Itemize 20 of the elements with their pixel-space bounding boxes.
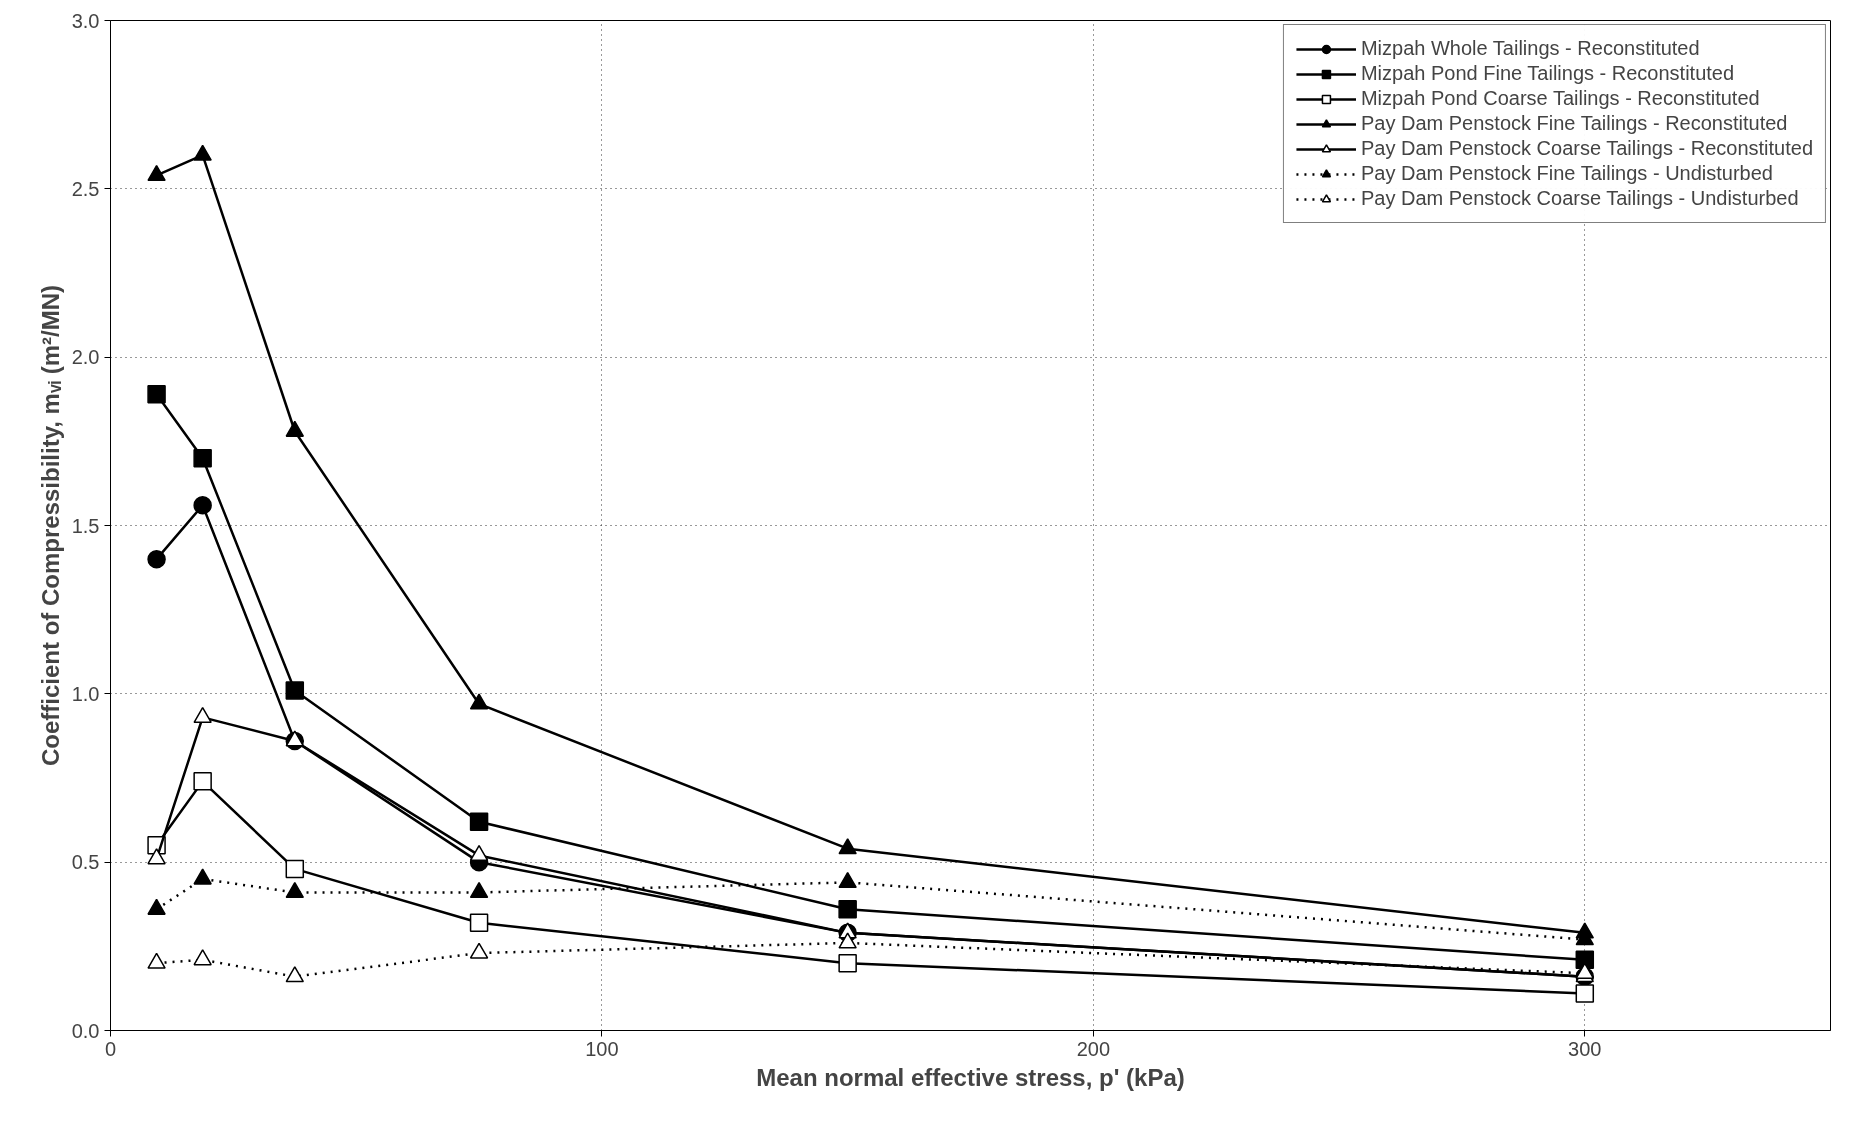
y-tick-label: 1.0 (71, 682, 100, 705)
legend-label: Mizpah Whole Tailings - Reconstituted (1360, 37, 1700, 60)
x-tick-label: 100 (585, 1037, 619, 1060)
x-tick-label: 200 (1076, 1037, 1111, 1060)
legend-label: Pay Dam Penstock Fine Tailings - Reconstituted (1360, 112, 1788, 135)
x-axis-title: Mean normal effective stress, p' (kPa) (756, 1063, 1185, 1091)
y-tick-label: 2.5 (71, 177, 100, 200)
legend-label: Pay Dam Penstock Coarse Tailings - Undisturbed (1360, 187, 1799, 210)
x-tick-label: 0 (104, 1037, 117, 1060)
y-tick-label: 0.5 (71, 851, 100, 874)
legend-label: Mizpah Pond Fine Tailings - Reconstituted (1360, 62, 1735, 85)
y-tick-label: 0.0 (71, 1019, 100, 1042)
legend-label: Pay Dam Penstock Fine Tailings - Undisturbed (1360, 162, 1773, 185)
legend-label: Pay Dam Penstock Coarse Tailings - Reconstituted (1360, 137, 1813, 160)
y-tick-label: 3.0 (71, 9, 100, 32)
x-tick-label: 300 (1568, 1037, 1602, 1060)
y-tick-label: 2.0 (71, 346, 100, 369)
y-axis-title: Coefficient of Compressibility, mᵥᵢ (m²/MN) (36, 284, 64, 767)
y-tick-label: 1.5 (71, 514, 100, 537)
legend-label: Mizpah Pond Coarse Tailings - Reconstituted (1360, 87, 1760, 110)
